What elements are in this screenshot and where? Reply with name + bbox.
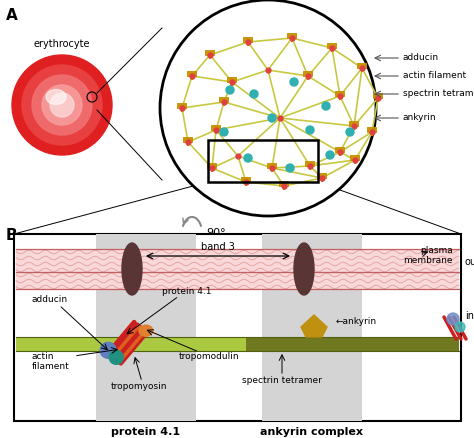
Text: spectrin tetramer: spectrin tetramer (403, 89, 474, 99)
FancyBboxPatch shape (187, 71, 197, 77)
FancyBboxPatch shape (357, 63, 367, 69)
Text: out: out (465, 257, 474, 267)
Circle shape (100, 343, 116, 358)
Text: protein 4.1
complex: protein 4.1 complex (111, 427, 181, 438)
Text: ←ankyrin: ←ankyrin (336, 317, 377, 325)
Circle shape (22, 65, 102, 145)
Circle shape (226, 86, 234, 94)
FancyBboxPatch shape (367, 127, 377, 133)
FancyBboxPatch shape (335, 91, 345, 97)
Bar (208, 140, 318, 182)
Circle shape (50, 93, 74, 117)
FancyBboxPatch shape (349, 121, 359, 127)
Circle shape (109, 350, 123, 364)
Circle shape (306, 126, 314, 134)
FancyBboxPatch shape (241, 177, 251, 183)
FancyBboxPatch shape (177, 103, 187, 109)
Circle shape (160, 0, 376, 216)
FancyBboxPatch shape (243, 37, 253, 43)
Ellipse shape (46, 89, 66, 105)
Bar (16, 249, 459, 272)
Circle shape (32, 75, 92, 135)
Text: A: A (6, 8, 18, 23)
Ellipse shape (139, 325, 153, 336)
Ellipse shape (294, 243, 314, 295)
Bar (262, 234, 362, 421)
Text: adducin: adducin (403, 53, 439, 63)
Circle shape (220, 128, 228, 136)
Circle shape (447, 313, 459, 325)
Text: 90°: 90° (206, 228, 226, 238)
Circle shape (250, 90, 258, 98)
Text: protein 4.1: protein 4.1 (162, 287, 211, 296)
Text: tropomyosin: tropomyosin (111, 382, 167, 391)
FancyBboxPatch shape (279, 181, 289, 187)
Circle shape (42, 85, 82, 125)
Circle shape (322, 102, 330, 110)
FancyBboxPatch shape (267, 163, 277, 169)
Polygon shape (301, 315, 327, 337)
Text: spectrin tetramer: spectrin tetramer (242, 376, 322, 385)
Bar (16, 337, 246, 351)
FancyBboxPatch shape (305, 161, 315, 167)
FancyBboxPatch shape (303, 71, 313, 77)
Text: ankyrin complex: ankyrin complex (261, 427, 364, 437)
FancyBboxPatch shape (335, 147, 345, 153)
Text: actin filament: actin filament (403, 71, 466, 81)
Bar (14, 234, 461, 421)
FancyBboxPatch shape (183, 137, 193, 143)
FancyBboxPatch shape (287, 33, 297, 39)
Text: adducin: adducin (32, 295, 68, 304)
Text: plasma
membrane: plasma membrane (403, 246, 453, 265)
FancyBboxPatch shape (219, 97, 229, 103)
Circle shape (290, 78, 298, 86)
Ellipse shape (122, 243, 142, 295)
Circle shape (12, 55, 112, 155)
Circle shape (244, 154, 252, 162)
FancyBboxPatch shape (373, 93, 383, 99)
FancyBboxPatch shape (227, 77, 237, 83)
FancyBboxPatch shape (205, 50, 215, 56)
Circle shape (268, 114, 276, 122)
Text: tropomodulin: tropomodulin (179, 352, 240, 361)
Text: erythrocyte: erythrocyte (34, 39, 90, 49)
FancyBboxPatch shape (207, 163, 217, 169)
FancyBboxPatch shape (317, 173, 327, 179)
Circle shape (455, 322, 465, 332)
Text: B: B (6, 228, 18, 243)
Circle shape (286, 164, 294, 172)
Text: band 3: band 3 (201, 242, 235, 252)
Bar (16, 272, 459, 289)
Text: in: in (465, 311, 474, 321)
Bar (96, 234, 196, 421)
FancyBboxPatch shape (350, 155, 360, 161)
FancyBboxPatch shape (327, 43, 337, 49)
Text: actin
filament: actin filament (32, 352, 70, 371)
Bar (246, 337, 459, 351)
Circle shape (346, 128, 354, 136)
Circle shape (326, 151, 334, 159)
FancyBboxPatch shape (211, 125, 221, 131)
Text: ankyrin: ankyrin (403, 113, 437, 123)
